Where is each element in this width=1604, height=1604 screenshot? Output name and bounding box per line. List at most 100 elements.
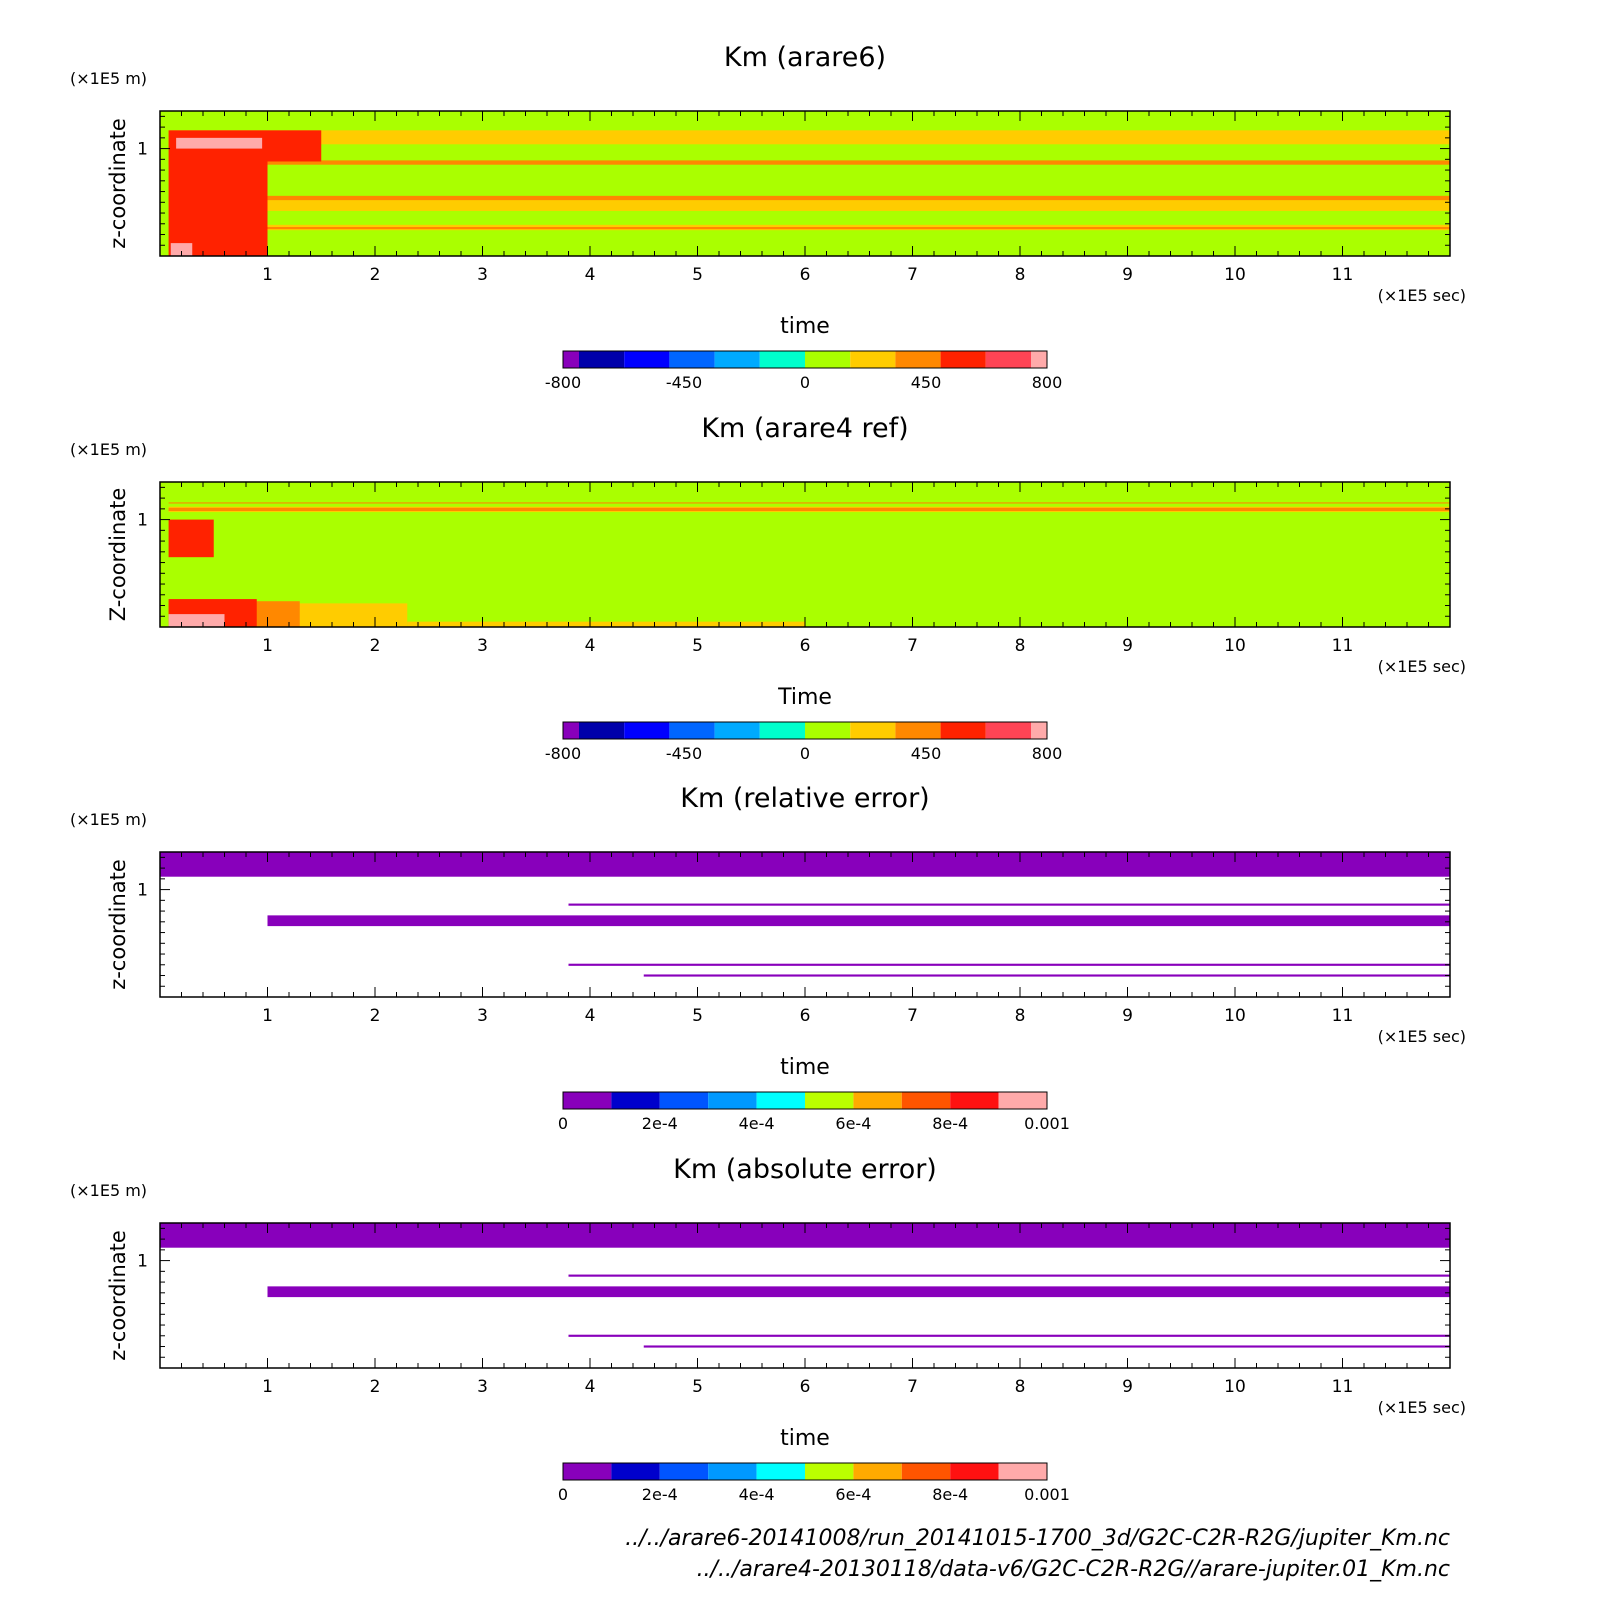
x-tick-label: 6 <box>800 1377 811 1397</box>
colorbar-label: 450 <box>911 744 942 763</box>
x-tick-label: 9 <box>1122 1006 1133 1026</box>
x-tick-label: 10 <box>1224 1006 1246 1026</box>
x-tick-label: 5 <box>692 265 703 285</box>
x-tick-label: 11 <box>1332 1006 1354 1026</box>
colorbar-label: 800 <box>1032 744 1063 763</box>
data-region <box>168 507 1450 511</box>
colorbar-cell <box>563 351 579 368</box>
colorbar-frame <box>562 1091 1048 1110</box>
x-tick-label: 10 <box>1224 265 1246 285</box>
data-region <box>643 974 1450 977</box>
x-tick-label: 4 <box>585 265 596 285</box>
chart-title: Km (arare4 ref) <box>701 413 908 444</box>
colorbar-label: 4e-4 <box>739 1114 775 1133</box>
colorbar-cell <box>579 351 625 368</box>
colorbar-label: -450 <box>666 373 702 392</box>
colorbar-cell <box>950 1463 999 1480</box>
x-axis-label: time <box>780 314 830 339</box>
colorbar-cell <box>805 1463 854 1480</box>
x-tick-label: 9 <box>1122 265 1133 285</box>
x-tick-label: 7 <box>907 636 918 656</box>
x-axis-unit: (×1E5 sec) <box>1378 286 1466 305</box>
x-tick-label: 6 <box>800 265 811 285</box>
colorbar-cell <box>669 722 715 739</box>
x-tick-label: 3 <box>477 1006 488 1026</box>
y-axis-label: z-coordinate <box>106 859 130 990</box>
footer-path-2: ../../arare4-20130118/data-v6/G2C-C2R-R2… <box>697 1557 1450 1582</box>
colorbar-label: 8e-4 <box>932 1114 968 1133</box>
x-tick-label: 11 <box>1332 1377 1354 1397</box>
colorbar-frame <box>562 721 1048 740</box>
x-tick-label: 2 <box>370 636 381 656</box>
footer-path-1: ../../arare6-20141008/run_20141015-1700_… <box>625 1526 1450 1551</box>
colorbar-cell <box>669 351 715 368</box>
colorbar-cell <box>756 1092 805 1109</box>
x-tick-label: 3 <box>477 636 488 656</box>
x-tick-label: 4 <box>585 1006 596 1026</box>
y-axis-label: z-coordinate <box>106 1230 130 1361</box>
colorbar-cell <box>563 722 579 739</box>
x-tick-label: 7 <box>907 1006 918 1026</box>
x-axis-unit: (×1E5 sec) <box>1378 657 1466 676</box>
colorbar-frame <box>562 350 1048 369</box>
colorbar-cell <box>998 1092 1047 1109</box>
x-tick-label: 7 <box>907 1377 918 1397</box>
data-region <box>643 1345 1450 1348</box>
colorbar-cell <box>998 1463 1047 1480</box>
y-axis-unit: (×1E5 m) <box>70 69 147 88</box>
chart-title: Km (arare6) <box>724 42 886 73</box>
colorbar: 0 2e-4 4e-4 6e-4 8e-4 0.001 <box>558 1091 1070 1133</box>
colorbar-cell <box>1031 351 1047 368</box>
colorbar-cell <box>940 722 986 739</box>
colorbar-cell <box>805 351 851 368</box>
y-tick-label: 1 <box>137 1252 148 1272</box>
y-axis-label: Z-coordinate <box>106 488 130 622</box>
data-region <box>267 915 1450 927</box>
data-region <box>168 195 1450 201</box>
colorbar-cell <box>563 1092 612 1109</box>
colorbar-label: 6e-4 <box>835 1114 871 1133</box>
colorbar: 0 2e-4 4e-4 6e-4 8e-4 0.001 <box>558 1462 1070 1504</box>
y-axis-unit: (×1E5 m) <box>70 810 147 829</box>
colorbar-cell <box>563 1463 612 1480</box>
colorbar-cell <box>759 722 805 739</box>
colorbar-cell <box>624 722 670 739</box>
x-axis-label: time <box>780 1055 830 1080</box>
data-region <box>407 621 805 627</box>
x-axis-label: Time <box>777 685 832 710</box>
colorbar-cell <box>1031 722 1047 739</box>
colorbar-label: -800 <box>545 373 581 392</box>
x-tick-label: 11 <box>1332 636 1354 656</box>
x-tick-label: 8 <box>1015 265 1026 285</box>
panel-1: Km (arare6) (×1E5 m) z-coordinate 1 2 3 4 5 6 7 8 9… <box>70 42 1466 392</box>
colorbar-cell <box>853 1092 902 1109</box>
colorbar-label: 0 <box>558 1114 568 1133</box>
colorbar-cell <box>659 1092 709 1109</box>
x-tick-label: 1 <box>262 636 273 656</box>
x-tick-label: 1 <box>262 1006 273 1026</box>
x-tick-label: 3 <box>477 1377 488 1397</box>
x-tick-label: 8 <box>1015 1006 1026 1026</box>
chart-title: Km (absolute error) <box>673 1154 937 1185</box>
x-tick-label: 5 <box>692 1006 703 1026</box>
x-tick-label: 5 <box>692 1377 703 1397</box>
colorbar-cell <box>756 1463 805 1480</box>
x-tick-label: 8 <box>1015 636 1026 656</box>
x-tick-label: 2 <box>370 1006 381 1026</box>
x-axis-unit: (×1E5 sec) <box>1378 1027 1466 1046</box>
x-tick-label: 11 <box>1332 265 1354 285</box>
colorbar-cell <box>708 1092 757 1109</box>
colorbar-label: 0 <box>800 373 810 392</box>
colorbar: -800 -450 0 450 800 <box>545 721 1063 763</box>
colorbar-cell <box>985 351 1031 368</box>
colorbar-label: 450 <box>911 373 942 392</box>
data-regions <box>168 130 1450 256</box>
y-tick-label: 1 <box>137 511 148 531</box>
colorbar-cell <box>624 351 670 368</box>
x-tick-label: 5 <box>692 636 703 656</box>
colorbar-cell <box>708 1463 757 1480</box>
x-tick-label: 6 <box>800 1006 811 1026</box>
data-regions <box>168 502 1450 627</box>
colorbar-cell <box>940 351 986 368</box>
